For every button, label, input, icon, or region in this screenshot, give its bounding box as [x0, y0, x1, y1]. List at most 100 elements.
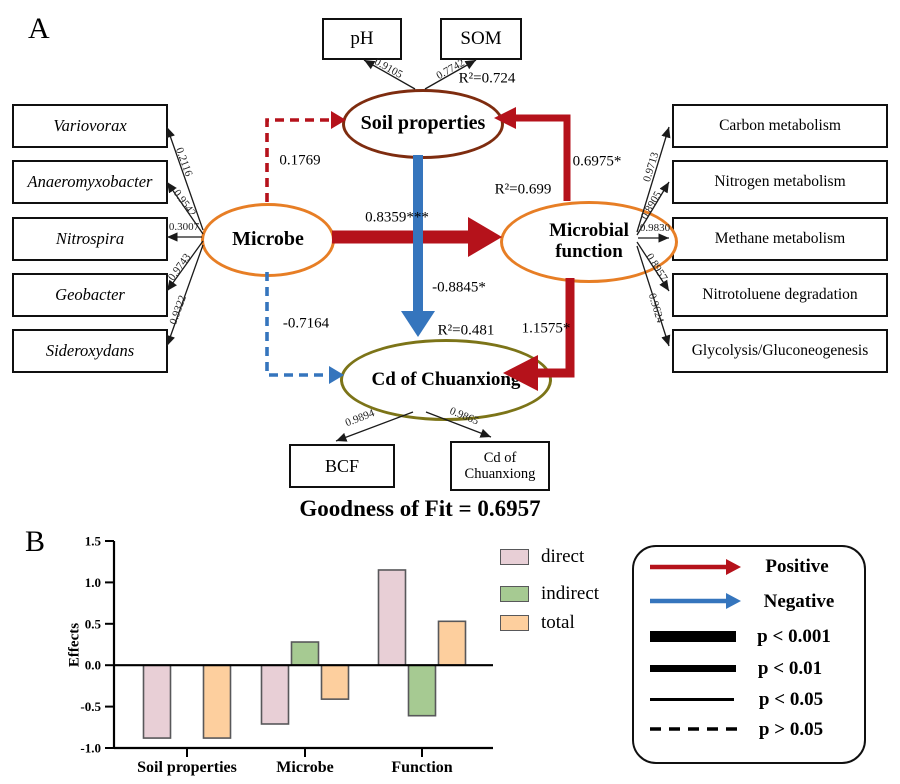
- arrow-soil-som: [424, 59, 477, 90]
- p-01-line-icon: [650, 665, 736, 672]
- cd-indicator-box: Cd of Chuanxiong: [450, 441, 550, 491]
- coef-variovorax: 0.2116: [173, 146, 195, 179]
- x-category-label: Function: [391, 759, 452, 776]
- microbe-cd-arrowhead-icon: [329, 366, 344, 384]
- nitrogen-metabolism-label: Nitrogen metabolism: [714, 173, 846, 191]
- y-tick-label: 1.5: [85, 534, 102, 549]
- path-coef-microbe-function: 0.8359***: [365, 209, 429, 226]
- direct-label: direct: [541, 546, 585, 567]
- nitrotoluene-degradation-label: Nitrotoluene degradation: [702, 286, 858, 304]
- cd-chuanxiong-ellipse: Cd of Chuanxiong: [340, 339, 552, 421]
- coef-sideroxydans: 0.9322: [167, 294, 189, 327]
- microbial-function-ellipse: Microbial function: [500, 201, 678, 283]
- y-tick-label: 1.0: [85, 575, 101, 590]
- p-gt-05-label: p > 0.05: [758, 719, 824, 740]
- bar-indirect-1: [290, 641, 320, 666]
- nitrotoluene-degradation-box: Nitrotoluene degradation: [672, 273, 888, 317]
- indirect-label: indirect: [541, 583, 600, 604]
- som-box: SOM: [440, 18, 522, 60]
- bar-indirect-2: [407, 664, 437, 717]
- bar-direct-1: [260, 664, 290, 725]
- effects-bar-chart: 1.5 1.0 0.5 0.0 -0.5 -1.0 Soil properties Micro…: [80, 534, 493, 776]
- x-category-label: Soil properties: [137, 759, 237, 776]
- path-coef-microbe-cd: -0.7164: [282, 315, 330, 332]
- glycolysis-label: Glycolysis/Gluconeogenesis: [691, 342, 869, 360]
- coef-cdbox: 0.9865: [448, 405, 481, 428]
- function-soil-arrow: [494, 107, 571, 201]
- coef-geobacter: 0.9743: [166, 251, 194, 283]
- p-05-label: p < 0.05: [758, 689, 824, 710]
- ph-label: pH: [350, 28, 374, 50]
- nitrospira-label: Nitrospira: [55, 228, 125, 248]
- y-tick-label: -1.0: [80, 741, 101, 756]
- r2-cd: R²=0.481: [437, 322, 495, 339]
- arrow-microbe-anaeromyxobacter: [166, 181, 204, 235]
- r2-soil: R²=0.724: [458, 70, 516, 87]
- microbe-soil-arrowhead-icon: [331, 111, 346, 129]
- direct-swatch-icon: [500, 549, 529, 565]
- indirect-swatch-icon: [500, 586, 529, 602]
- coef-glycolysis: 0.9624: [646, 292, 666, 325]
- path-coef-function-soil: 0.6975*: [572, 153, 622, 170]
- carbon-metabolism-box: Carbon metabolism: [672, 104, 888, 148]
- microbe-soil-dashed-arrow: [265, 111, 346, 202]
- arrow-function-nitrogen: [636, 181, 670, 236]
- arrow-soil-ph: [363, 59, 416, 90]
- x-category-label: Microbe: [276, 759, 333, 776]
- y-tick-label: -0.5: [80, 699, 101, 714]
- path-coef-soil-cd: -0.8845*: [432, 279, 486, 296]
- bar-legend-direct: direct: [500, 546, 584, 568]
- total-label: total: [541, 612, 575, 633]
- function-soil-arrowhead-icon: [494, 107, 516, 129]
- microbe-function-arrowhead-icon: [468, 217, 502, 257]
- nitrogen-metabolism-box: Nitrogen metabolism: [672, 160, 888, 204]
- path-coef-function-cd: 1.1575*: [521, 320, 571, 337]
- coef-ph: 0.9105: [372, 56, 405, 81]
- coef-carbon: 0.9713: [641, 150, 661, 183]
- coef-nitrogen: 0.8905: [639, 189, 665, 222]
- coef-nitrospira: 0.3007: [169, 221, 200, 233]
- anaeromyxobacter-label: Anaeromyxobacter: [27, 171, 153, 191]
- bar-direct-2: [377, 569, 407, 666]
- glycolysis-box: Glycolysis/Gluconeogenesis: [672, 329, 888, 373]
- methane-metabolism-box: Methane metabolism: [672, 217, 888, 261]
- sideroxydans-label: Sideroxydans: [45, 340, 135, 360]
- cd-chuanxiong-label: Cd of Chuanxiong: [371, 368, 521, 390]
- geobacter-box: Geobacter: [12, 273, 168, 317]
- sideroxydans-box: Sideroxydans: [12, 329, 168, 373]
- goodness-of-fit: Goodness of Fit = 0.6957: [299, 496, 541, 521]
- methane-metabolism-label: Methane metabolism: [714, 230, 846, 248]
- p-001-label: p < 0.001: [757, 626, 831, 647]
- bcf-box: BCF: [289, 444, 395, 488]
- microbe-label: Microbe: [232, 228, 304, 251]
- function-cd-arrowhead-icon: [503, 355, 538, 391]
- bar-total-1: [320, 664, 350, 700]
- bar-legend-indirect: indirect: [500, 583, 599, 605]
- total-swatch-icon: [500, 615, 529, 631]
- panel-a-label: A: [28, 12, 50, 45]
- r2-function: R²=0.699: [494, 181, 552, 198]
- soil-properties-label: Soil properties: [360, 112, 486, 135]
- som-label: SOM: [460, 28, 502, 50]
- ph-box: pH: [322, 18, 402, 60]
- p-05-line-icon: [650, 698, 734, 701]
- soil-cd-arrow: [401, 155, 435, 337]
- anaeromyxobacter-box: Anaeromyxobacter: [12, 160, 168, 204]
- bcf-label: BCF: [324, 455, 360, 476]
- indicator-arrows: [166, 59, 671, 442]
- microbe-function-arrow: [332, 217, 502, 257]
- positive-arrowhead-icon: [726, 559, 741, 575]
- geobacter-label: Geobacter: [55, 284, 125, 304]
- bar-total-0: [202, 664, 232, 739]
- bar-direct-0: [142, 664, 172, 739]
- function-cd-arrow: [503, 278, 575, 391]
- arrow-cd-bcf: [335, 411, 414, 442]
- arrow-microbe-geobacter: [166, 240, 204, 292]
- panel-b-label: B: [25, 525, 46, 558]
- coef-bcf: 0.9894: [344, 407, 377, 429]
- cd-indicator-label: Cd of Chuanxiong: [464, 449, 536, 482]
- microbial-function-label: Microbial function: [549, 220, 629, 262]
- arrow-function-carbon: [636, 126, 671, 233]
